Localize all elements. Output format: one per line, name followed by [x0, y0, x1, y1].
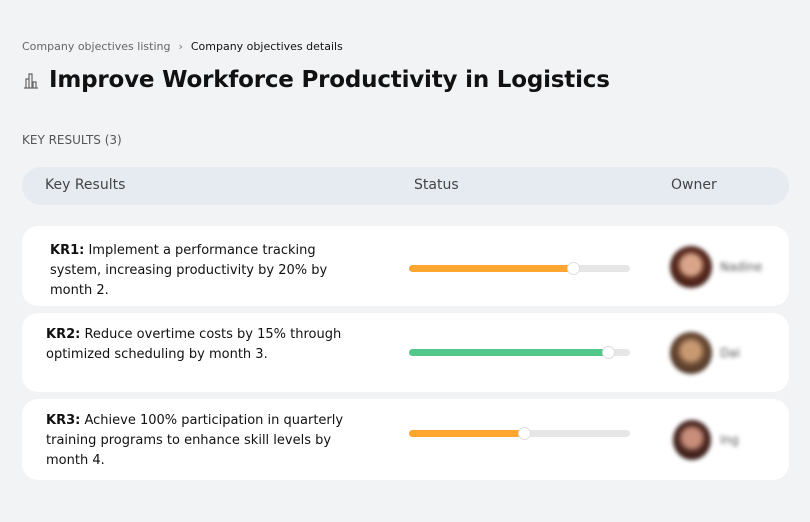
column-header-status: Status — [414, 177, 459, 193]
table-row[interactable]: KR2: Reduce overtime costs by 15% throug… — [22, 313, 789, 392]
breadcrumb-link-listing[interactable]: Company objectives listing — [22, 40, 171, 53]
key-result-text: KR2: Reduce overtime costs by 15% throug… — [46, 327, 342, 362]
progress-thumb — [601, 346, 615, 359]
table-row[interactable]: KR3: Achieve 100% participation in quart… — [22, 399, 789, 480]
column-header-owner: Owner — [671, 177, 717, 193]
page-title: Improve Workforce Productivity in Logist… — [49, 67, 610, 93]
key-results-heading: KEY RESULTS (3) — [22, 133, 122, 147]
table-row[interactable]: KR1: Implement a performance tracking sy… — [22, 226, 789, 306]
progress-thumb — [566, 262, 580, 275]
owner-name: Nadine — [720, 260, 763, 274]
progress-bar — [409, 346, 630, 359]
building-chart-icon — [24, 73, 38, 89]
avatar — [670, 332, 712, 374]
progress-fill — [409, 430, 524, 437]
progress-bar — [409, 427, 630, 440]
column-header-key-results: Key Results — [45, 177, 126, 193]
progress-fill — [409, 349, 608, 356]
avatar — [673, 420, 711, 460]
table-header: Key Results Status Owner — [22, 167, 789, 205]
progress-fill — [409, 265, 573, 272]
progress-thumb — [517, 427, 531, 440]
breadcrumb: Company objectives listing › Company obj… — [22, 40, 343, 53]
breadcrumb-current: Company objectives details — [190, 40, 343, 53]
key-result-text: KR3: Achieve 100% participation in quart… — [46, 413, 344, 468]
breadcrumb-separator: › — [178, 40, 183, 53]
progress-bar — [409, 262, 630, 275]
page-header: Improve Workforce Productivity in Logist… — [22, 67, 610, 93]
owner-name: Dai — [720, 346, 740, 360]
key-result-text: KR1: Implement a performance tracking sy… — [50, 243, 328, 298]
avatar — [670, 246, 712, 288]
owner-name: Ing — [720, 433, 739, 447]
